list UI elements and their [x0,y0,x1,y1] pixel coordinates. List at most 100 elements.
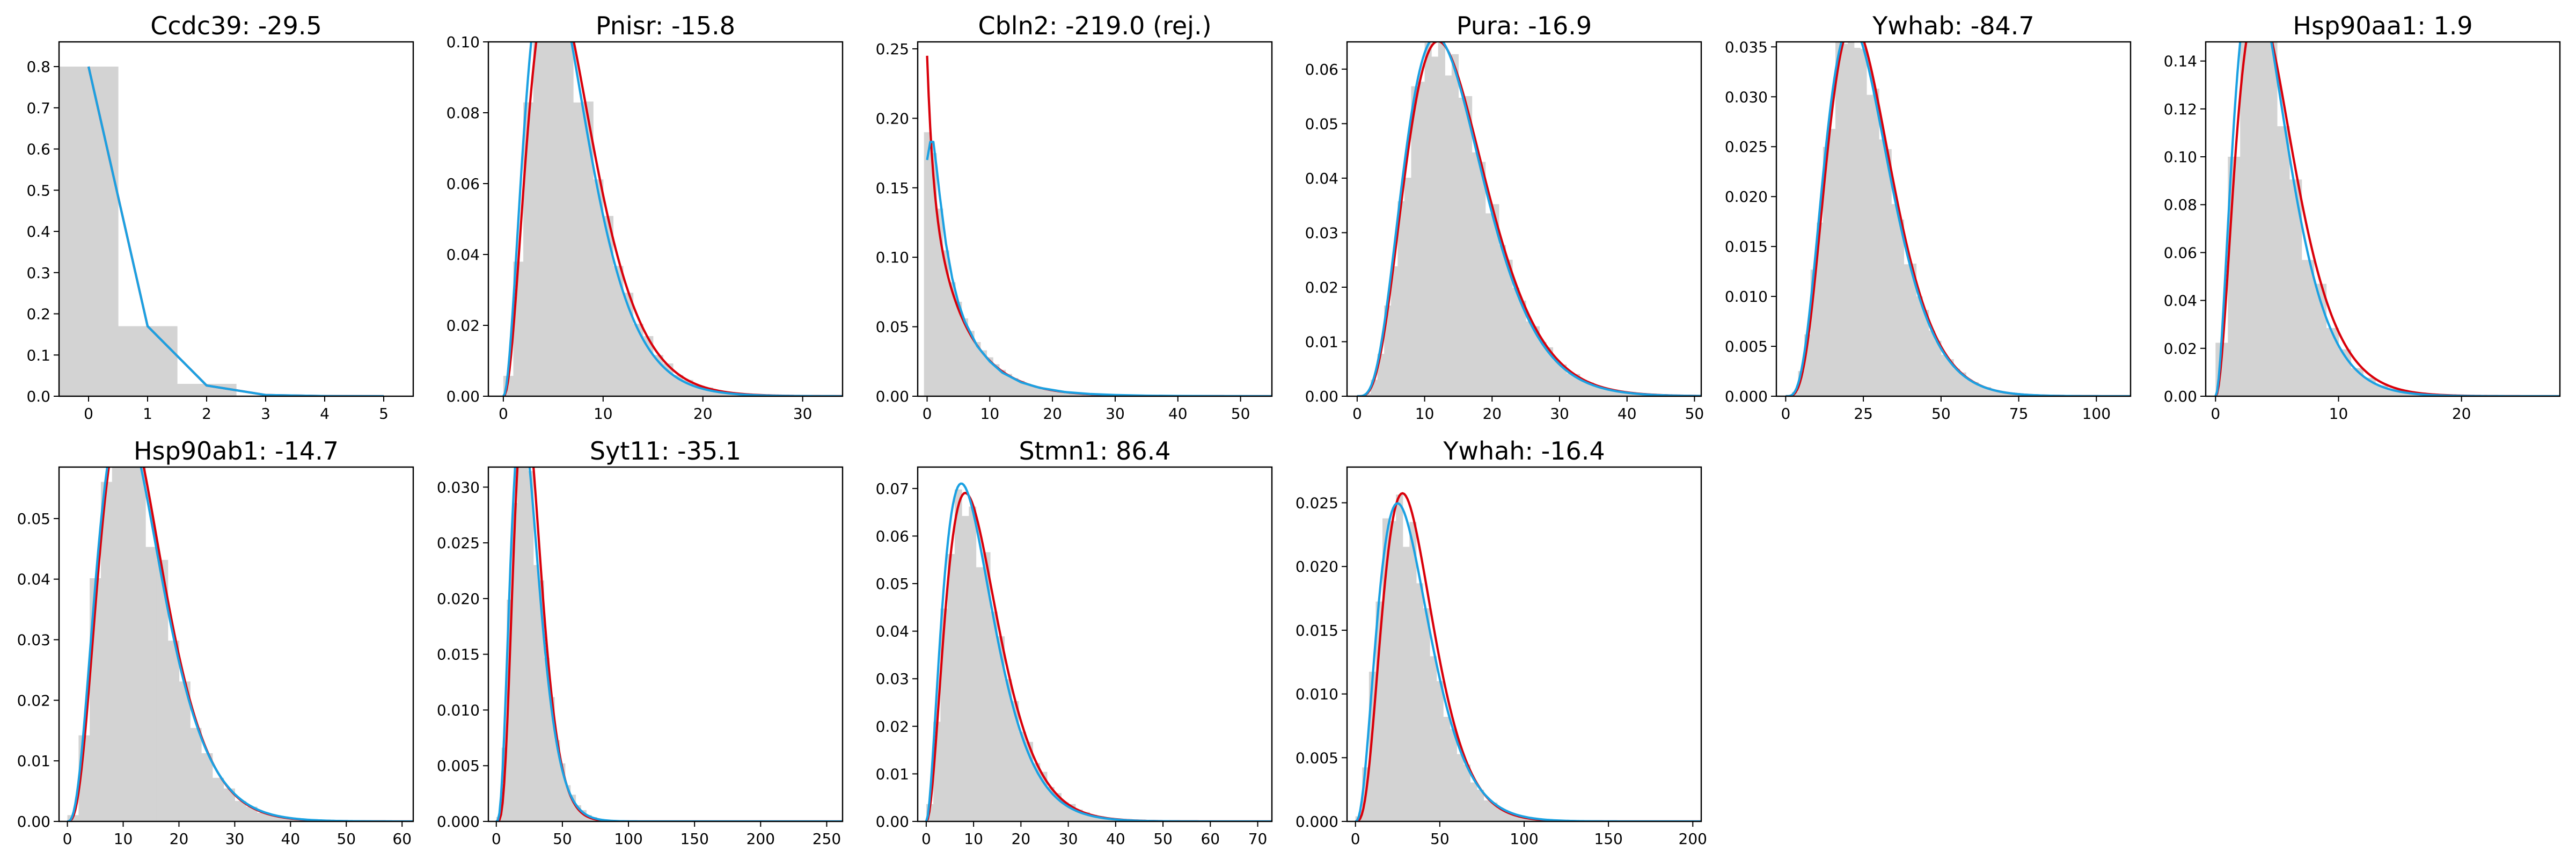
histogram-bar [1517,816,1525,821]
histogram-bar [2240,42,2253,396]
axes-frame [917,466,1273,822]
histogram-bar [1904,264,1911,396]
x-tick-label: 30 [1550,405,1569,423]
y-tick-label: 0.01 [876,765,909,783]
histogram-bar [1430,656,1437,821]
histogram-bar [533,42,544,396]
histogram-bar [1472,152,1479,396]
subplot-5: 0 25 50 75 100 0.000 0.005 0.010 0.015 0.020 0.025… [1725,11,2132,423]
y-tick-label: 0.03 [17,631,50,649]
histogram-bar [1524,818,1532,821]
histogram-bar [968,331,975,396]
y-tick-label: 0.03 [1305,224,1338,242]
histogram-bar [1539,342,1547,396]
histogram-bar [1463,765,1471,821]
histogram-bar [980,350,987,396]
x-tick-label: 40 [1618,405,1637,423]
y-tick-label: 0.000 [1725,388,1768,405]
y-tick-label: 0.02 [876,718,909,736]
histogram-bar [223,788,236,821]
histogram-bar [563,42,574,396]
x-tick-label: 100 [1510,830,1538,848]
histogram-bar [947,554,955,821]
histogram-bar [1036,388,1044,396]
x-tick-label: 0 [2211,405,2220,423]
histogram-bar [1096,816,1104,821]
x-tick-label: 30 [1059,830,1078,848]
x-tick-label: 20 [2452,405,2471,423]
histogram-bar [2252,42,2265,396]
y-tick-label: 0.04 [876,623,909,640]
series-line-red [496,467,843,821]
histogram-bar [1492,204,1499,396]
x-tick-label: 50 [1430,830,1450,848]
histogram-bar [1396,494,1403,821]
y-tick-label: 0.06 [2164,244,2197,261]
y-tick-label: 0.8 [26,58,50,76]
histogram-bar [1972,382,1979,396]
subplot-title: Syt11: -35.1 [590,436,741,465]
y-tick-label: 0.005 [1296,749,1338,767]
y-tick-label: 0.06 [1305,61,1338,78]
histogram-bar [1436,681,1444,821]
histogram-bar [570,795,576,821]
histogram-bar [1011,701,1019,821]
plot-area [925,482,1272,821]
histogram-bar [2326,327,2339,396]
y-tick-label: 0.020 [1296,558,1338,576]
subplot-title: Pnisr: -15.8 [596,11,735,40]
histogram-bar [1885,149,1892,396]
histogram-bar [1627,392,1634,396]
x-tick-label: 20 [170,830,189,848]
histogram-bar [2277,126,2290,396]
x-tick-label: 3 [261,405,270,423]
histogram-bar [549,697,555,821]
histogram-bar [1457,754,1464,821]
x-tick-label: 150 [1594,830,1622,848]
histogram-bar [976,567,984,821]
histogram-bar [2301,260,2315,396]
x-tick-label: 0 [1352,405,1362,423]
histogram-bar [1479,162,1486,396]
histogram-bar [1546,347,1554,396]
x-tick-label: 70 [1248,830,1268,848]
histogram-bar [593,179,604,396]
histogram-bar [2289,179,2302,396]
axes-frame [2205,41,2561,397]
histogram-bar [1450,729,1457,821]
histogram-bar [1012,378,1019,396]
x-tick-label: 40 [281,830,301,848]
histogram-bar [1068,393,1087,396]
histogram-bar [961,318,969,396]
histogram-bar [1397,201,1405,396]
x-tick-label: 50 [336,830,356,848]
plot-area [502,42,843,396]
y-tick-label: 0.12 [2164,100,2197,118]
x-tick-label: 0 [921,830,931,848]
y-tick-label: 0.2 [26,305,50,323]
axes-frame [58,466,414,822]
histogram-bar [575,805,581,821]
histogram-bar [179,681,191,821]
y-tick-label: 0.05 [1305,115,1338,133]
histogram-bar [517,467,523,821]
y-tick-label: 0.14 [2164,53,2197,70]
histogram-bar [1953,368,1960,396]
y-tick-label: 0.00 [876,813,909,831]
y-tick-label: 0.06 [447,175,480,193]
x-tick-label: 5 [379,405,389,423]
histogram-bar [1935,340,1942,396]
subplot-title: Pura: -16.9 [1457,11,1592,40]
x-tick-label: 10 [980,405,1000,423]
x-tick-label: 30 [1106,405,1125,423]
x-tick-label: 4 [320,405,330,423]
histogram-bar [2003,392,2010,396]
histogram-bar [1872,89,1879,396]
histogram-bar [212,777,224,821]
histogram-bar [997,636,1005,821]
y-tick-label: 0.10 [447,33,480,51]
histogram-bar [986,357,993,396]
histogram-bar [1928,330,1935,396]
x-tick-label: 20 [1482,405,1502,423]
histogram-bar [1411,86,1418,396]
